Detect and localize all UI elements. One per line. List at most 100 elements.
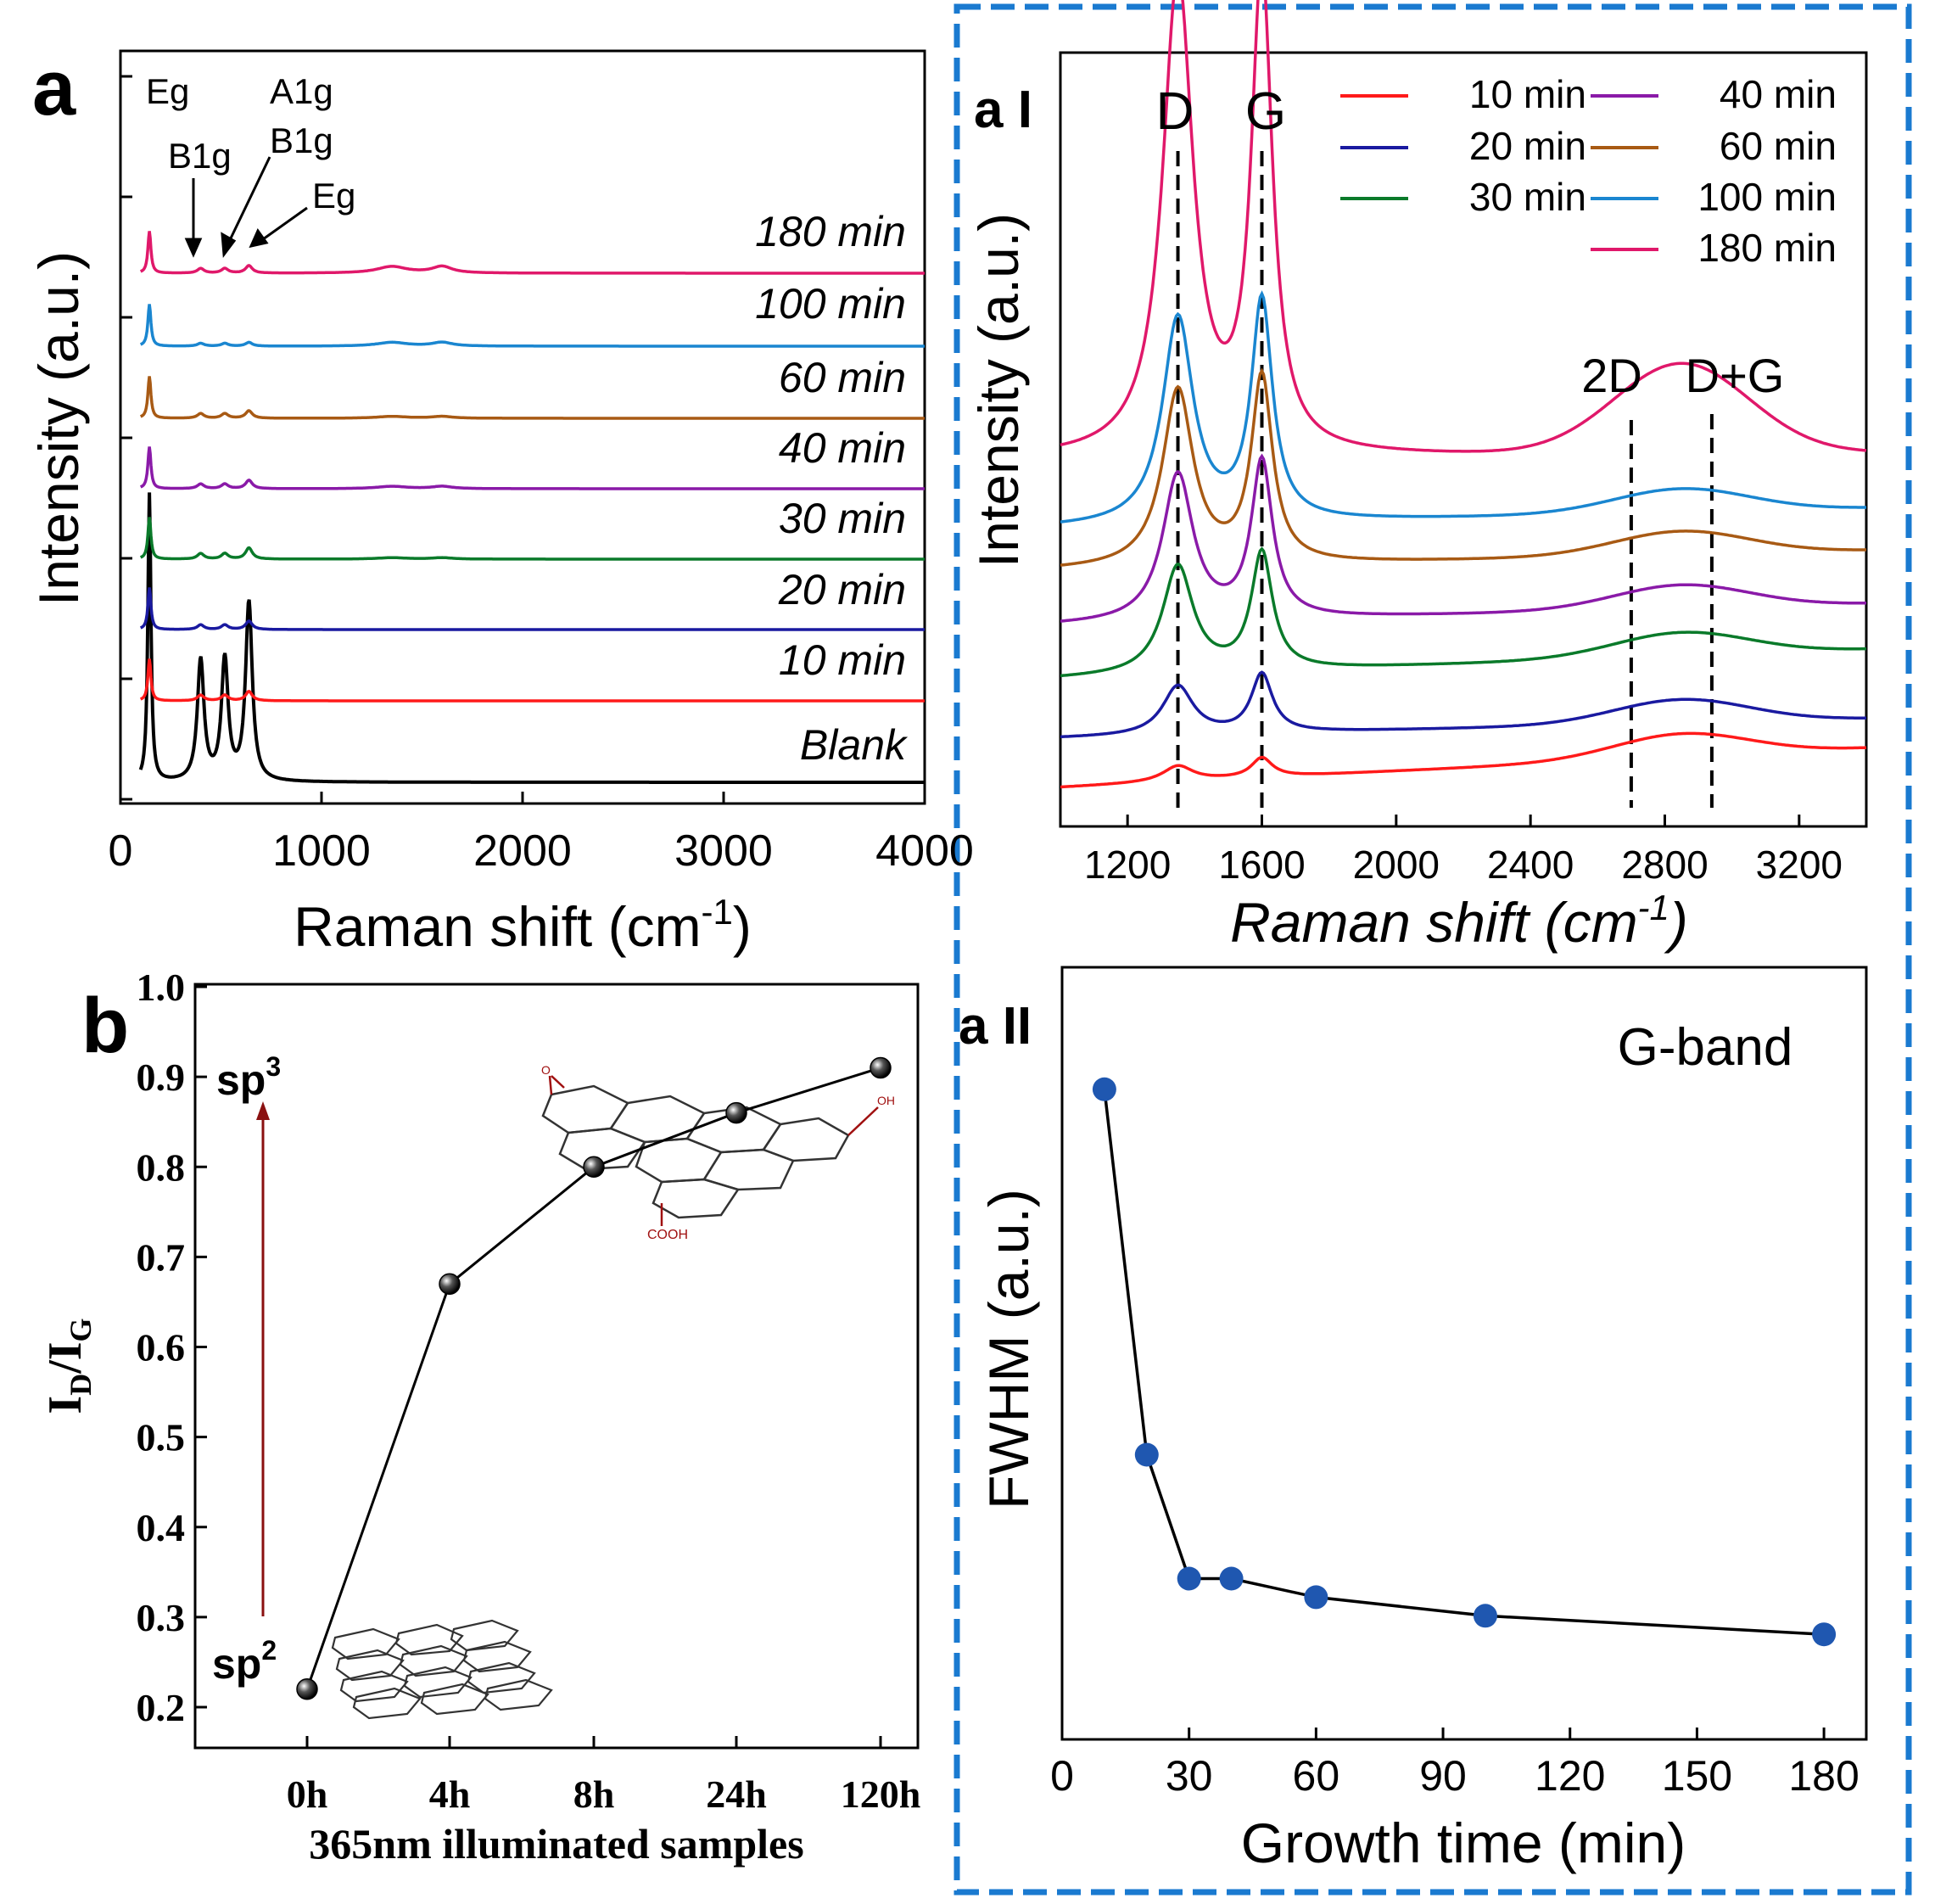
panel-a-series-line (139, 304, 925, 348)
panel-a-series-label: 100 min (755, 280, 906, 328)
panel-b-y-tick-label: 0.2 (137, 1686, 186, 1729)
sp2-to-sp3-arrow (256, 1101, 270, 1616)
panel-aII-frame (1060, 966, 1868, 1741)
panel-a-series-label: 10 min (779, 636, 906, 684)
panel-aII-x-tick-label: 0 (1050, 1752, 1074, 1800)
panel-aII-x-tick-label: 30 (1166, 1752, 1213, 1800)
panel-aI-series-line (1060, 290, 1866, 524)
panel-aI-label: a I (974, 81, 1032, 139)
panel-aI-legend-label: 30 min (1469, 175, 1586, 219)
peak-label-eg-2: Eg (312, 176, 355, 216)
panel-aI-x-tick-label: 1200 (1084, 843, 1171, 887)
panel-aII-point (1219, 1566, 1244, 1591)
panel-aI-x-tick-label: 2400 (1487, 843, 1574, 887)
panel-aI-x-tick-label: 3200 (1756, 843, 1843, 887)
panel-aII-point (1134, 1442, 1159, 1467)
panel-a-label: a (32, 45, 76, 132)
panel-a-I: a I 1200 1600 2000 2400 2800 3200 D G 2D D+G … (967, 0, 1868, 954)
dashed-frame (954, 3, 1912, 1896)
panel-aII-x-tick-label: 60 (1293, 1752, 1340, 1800)
panel-aII-point (1177, 1566, 1201, 1591)
panel-a-axis-ticks (119, 75, 926, 804)
panel-aI-series-line (1060, 731, 1867, 789)
panel-aI-x-tick-label: 1600 (1218, 843, 1305, 887)
panel-aI-series-line (1060, 453, 1866, 623)
panel-a-series-label: 60 min (779, 354, 906, 401)
panel-aI-legend: 10 min 20 min 30 min 40 min 60 min 100 min 180… (1340, 72, 1837, 270)
graphene-oxide-structure (541, 1075, 879, 1226)
panel-aII-xlabel: Growth time (min) (1241, 1812, 1686, 1874)
panel-b-xlabel: 365nm illuminated samples (309, 1820, 803, 1868)
panel-b-x-tick-label: 4h (429, 1772, 471, 1816)
panel-b-y-tick-label: 0.5 (137, 1416, 186, 1459)
panel-aII-annotation: G-band (1618, 1018, 1793, 1077)
panel-aII-line (1103, 1089, 1825, 1636)
panel-aI-ylabel: Intensity (a.u.) (967, 213, 1030, 568)
panel-a-series-label: 30 min (779, 495, 906, 542)
band-label-2d: 2D (1581, 349, 1642, 402)
label-sp3: sp3 (216, 1051, 281, 1104)
panel-a-x-tick-label: 3000 (674, 826, 773, 876)
panel-a-x-tick-label: 0 (109, 826, 133, 876)
panel-aII-point (1812, 1622, 1837, 1647)
panel-b-point (870, 1056, 892, 1079)
panel-a-II: a II 0 30 60 90 120 150 180 G-band FWHM (a.u.)… (959, 966, 1868, 1874)
panel-aI-legend-label: 60 min (1720, 124, 1837, 168)
panel-a-series-labels: 180 min 100 min 60 min 40 min 30 min 20 min 10… (755, 208, 909, 769)
panel-a-series-line (139, 446, 925, 490)
panel-aII-x-tick-label: 180 (1788, 1752, 1859, 1800)
panel-aI-frame (1059, 51, 1868, 828)
panel-a-series-line (139, 231, 925, 275)
panel-b-point (725, 1101, 747, 1124)
panel-a-series-line (138, 492, 925, 784)
panel-b-y-tick-label: 0.7 (137, 1235, 186, 1279)
panel-aII-x-tick-label: 90 (1419, 1752, 1467, 1800)
panel-aI-legend-label: 20 min (1469, 124, 1586, 168)
panel-b-x-tick-label: 24h (706, 1772, 767, 1816)
panel-aI-series-line (1060, 367, 1866, 567)
band-label-g: G (1245, 82, 1286, 141)
panel-aII-x-tick-label: 150 (1662, 1752, 1732, 1800)
panel-aI-series-line (1060, 0, 1867, 453)
panel-a-series-line (139, 376, 925, 420)
panel-b-frame (193, 983, 920, 1750)
panel-b-point (583, 1156, 605, 1178)
label-cooh: COOH (647, 1228, 688, 1242)
panel-b-y-tick-label: 0.8 (137, 1145, 186, 1189)
panel-a-series (138, 231, 925, 784)
panel-a-x-tick-label: 4000 (875, 826, 974, 876)
panel-aI-legend-label: 180 min (1697, 226, 1837, 270)
peak-label-b1g-1: B1g (168, 136, 232, 176)
panel-aI-x-tick-label: 2000 (1353, 843, 1440, 887)
label-sp2: sp2 (212, 1635, 277, 1688)
panel-b: b 0.2 0.3 0.4 0.5 0.6 0.7 0.8 0.9 1.0 0h 4h 8h 24h 1… (39, 966, 920, 1868)
panel-b-y-tick-label: 0.3 (137, 1596, 186, 1639)
panel-b-point (296, 1678, 318, 1700)
panel-a-series-line (139, 658, 925, 703)
panel-a-series-label: 40 min (779, 424, 906, 472)
panel-b-label: b (81, 983, 129, 1069)
panel-a-ylabel: Intensity (a.u.) (27, 251, 90, 606)
panel-a-xlabel: Raman shift (cm-1) (294, 892, 752, 958)
band-label-d-plus-g: D+G (1686, 349, 1785, 402)
panel-a: a 0 1000 2000 3000 4000 180 min 100 min 60 min… (27, 45, 974, 958)
panel-b-x-tick-label: 0h (287, 1772, 328, 1816)
panel-aI-legend-label: 10 min (1469, 72, 1586, 116)
panel-b-x-tick-label: 8h (573, 1772, 615, 1816)
panel-b-y-tick-label: 1.0 (137, 966, 186, 1009)
panel-a-x-tick-labels: 0 1000 2000 3000 4000 (109, 826, 974, 876)
panel-b-point (439, 1273, 461, 1295)
band-label-d: D (1156, 82, 1194, 141)
panel-b-y-tick-label: 0.4 (137, 1506, 186, 1549)
panel-aI-x-tick-labels: 1200 1600 2000 2400 2800 3200 (1084, 815, 1843, 887)
panel-aII-point (1473, 1604, 1497, 1628)
panel-aII-x-tick-labels: 0 30 60 90 120 150 180 (1050, 1728, 1860, 1800)
panel-aI-xlabel: Raman shift (cm-1) (1230, 888, 1688, 954)
panel-b-y-tick-label: 0.9 (137, 1056, 186, 1099)
panel-a-series-label: Blank (800, 721, 909, 769)
panel-b-series (296, 1056, 892, 1700)
panel-aI-x-tick-label: 2800 (1621, 843, 1708, 887)
panel-aII-series (1092, 1077, 1837, 1647)
panel-a-series-line (139, 587, 925, 631)
